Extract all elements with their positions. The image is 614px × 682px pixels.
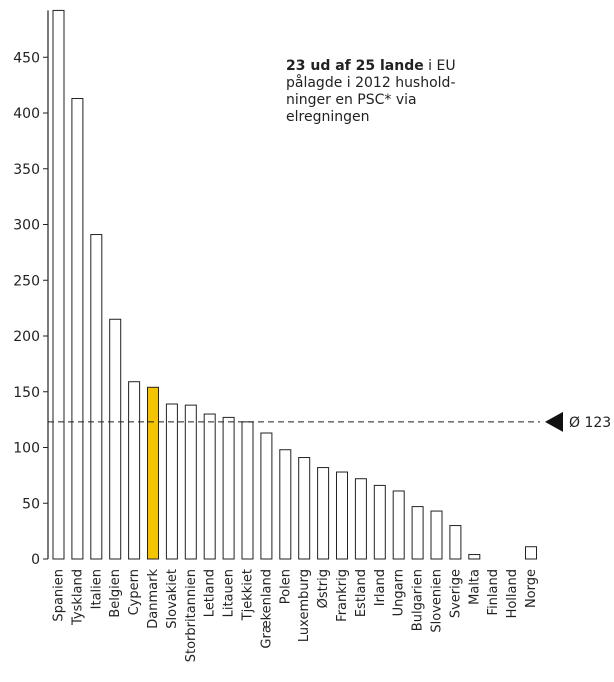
y-tick-label: 150 [13, 385, 40, 401]
bar-estland [354, 478, 367, 560]
bar-luxemburg [298, 457, 311, 560]
x-tick-label: Polen [278, 569, 293, 604]
average-label: Ø 123 [569, 415, 611, 431]
x-tick-label: Østrig [316, 569, 331, 608]
bar-slovakiet [165, 403, 178, 560]
bar-storbritannien [184, 404, 197, 560]
bar-frankrig [336, 471, 348, 560]
y-tick-label: 300 [13, 218, 40, 234]
x-tick-label: Belgien [108, 569, 123, 618]
bar-slovenien [430, 510, 443, 560]
bar-malta [468, 554, 481, 560]
y-tick-label: 50 [22, 496, 40, 512]
x-tick-label: Letland [203, 569, 218, 617]
bar-tyskland [71, 98, 84, 560]
annotation-text: i EU pålagde i 2012 hushold-ninger en PS… [286, 58, 456, 125]
average-marker-icon [545, 411, 563, 432]
y-tick-label: 350 [13, 162, 40, 178]
x-tick-label: Irland [373, 569, 388, 606]
bar-italien [90, 234, 103, 560]
bar-letland [203, 413, 216, 560]
chart-annotation: 23 ud af 25 lande i EU pålagde i 2012 hu… [286, 58, 486, 126]
y-tick-label: 400 [13, 106, 40, 122]
bar-tjekkiet [241, 421, 254, 560]
x-tick-label: Italien [89, 569, 104, 609]
bar-litauen [222, 416, 235, 560]
bar-ungarn [392, 490, 405, 560]
bar-bulgarien [411, 506, 424, 560]
y-tick-label: 200 [13, 329, 40, 345]
bar-irland [373, 484, 386, 560]
bar-danmark [147, 386, 159, 560]
x-tick-label: Holland [505, 569, 520, 618]
bar-sverige [449, 525, 462, 560]
x-tick-label: Sverige [448, 569, 463, 618]
x-tick-label: Grækenland [259, 569, 274, 649]
y-tick-label: 0 [31, 552, 40, 568]
bar-spanien [52, 9, 65, 560]
x-tick-label: Norge [524, 569, 539, 608]
bar-cypern [128, 381, 141, 560]
bar-norge [525, 546, 537, 560]
x-tick-label: Bulgarien [411, 569, 426, 631]
bar-grækenland [260, 432, 273, 560]
x-tick-label: Slovenien [430, 569, 445, 633]
bar-østrig [317, 467, 330, 560]
x-tick-label: Ungarn [392, 569, 407, 616]
bar-belgien [109, 318, 122, 560]
y-tick-label: 100 [13, 441, 40, 457]
x-tick-label: Estland [354, 569, 369, 617]
x-tick-label: Malta [467, 569, 482, 605]
x-tick-label: Finland [486, 569, 501, 615]
x-tick-label: Frankrig [335, 569, 350, 622]
x-tick-label: Storbritannien [184, 569, 199, 662]
x-tick-label: Spanien [52, 569, 67, 622]
x-tick-label: Danmark [146, 569, 161, 629]
y-tick-label: 450 [13, 50, 40, 66]
x-tick-label: Tjekkiet [241, 569, 256, 621]
y-tick-label: 250 [13, 273, 40, 289]
x-tick-label: Litauen [222, 569, 237, 617]
x-tick-label: Luxemburg [297, 569, 312, 642]
x-tick-label: Slovakiet [165, 569, 180, 629]
x-tick-label: Cypern [127, 569, 142, 615]
x-tick-label: Tyskland [70, 569, 85, 626]
annotation-bold: 23 ud af 25 lande [286, 58, 424, 74]
bar-polen [279, 449, 292, 560]
